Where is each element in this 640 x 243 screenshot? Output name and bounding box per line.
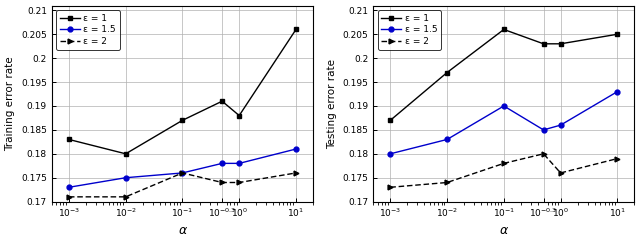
Y-axis label: Testing error rate: Testing error rate: [327, 59, 337, 148]
ε = 1.5: [179, 172, 186, 174]
ε = 2: [444, 181, 451, 184]
ε = 1.5: [614, 90, 621, 93]
Legend: ε = 1, ε = 1.5, ε = 2: ε = 1, ε = 1.5, ε = 2: [378, 10, 441, 50]
ε = 1.5: [444, 138, 451, 141]
ε = 1: [236, 114, 243, 117]
Line: ε = 1: ε = 1: [67, 27, 298, 156]
ε = 1.5: [500, 104, 508, 107]
Legend: ε = 1, ε = 1.5, ε = 2: ε = 1, ε = 1.5, ε = 2: [56, 10, 120, 50]
ε = 1.5: [65, 186, 73, 189]
ε = 2: [122, 195, 129, 198]
ε = 1: [614, 33, 621, 36]
ε = 2: [557, 172, 564, 174]
Line: ε = 1.5: ε = 1.5: [388, 89, 620, 156]
ε = 1: [218, 100, 226, 103]
ε = 2: [236, 181, 243, 184]
ε = 1: [444, 71, 451, 74]
ε = 2: [500, 162, 508, 165]
ε = 1.5: [557, 124, 564, 127]
ε = 2: [179, 172, 186, 174]
X-axis label: α: α: [500, 225, 508, 237]
ε = 1: [122, 152, 129, 155]
ε = 1.5: [122, 176, 129, 179]
ε = 2: [540, 152, 547, 155]
Y-axis label: Training error rate: Training error rate: [6, 56, 15, 151]
ε = 1.5: [292, 148, 300, 150]
ε = 1: [387, 119, 394, 122]
ε = 1: [65, 138, 73, 141]
ε = 2: [387, 186, 394, 189]
ε = 2: [292, 172, 300, 174]
Line: ε = 1: ε = 1: [388, 27, 620, 123]
X-axis label: α: α: [179, 225, 187, 237]
Line: ε = 2: ε = 2: [67, 171, 298, 199]
ε = 1: [557, 42, 564, 45]
ε = 1.5: [387, 152, 394, 155]
ε = 2: [218, 181, 226, 184]
Line: ε = 1.5: ε = 1.5: [67, 147, 298, 190]
Line: ε = 2: ε = 2: [388, 151, 620, 190]
ε = 1: [540, 42, 547, 45]
ε = 1.5: [218, 162, 226, 165]
ε = 1: [292, 28, 300, 31]
ε = 1.5: [236, 162, 243, 165]
ε = 1.5: [540, 129, 547, 131]
ε = 2: [614, 157, 621, 160]
ε = 1: [500, 28, 508, 31]
ε = 2: [65, 195, 73, 198]
ε = 1: [179, 119, 186, 122]
